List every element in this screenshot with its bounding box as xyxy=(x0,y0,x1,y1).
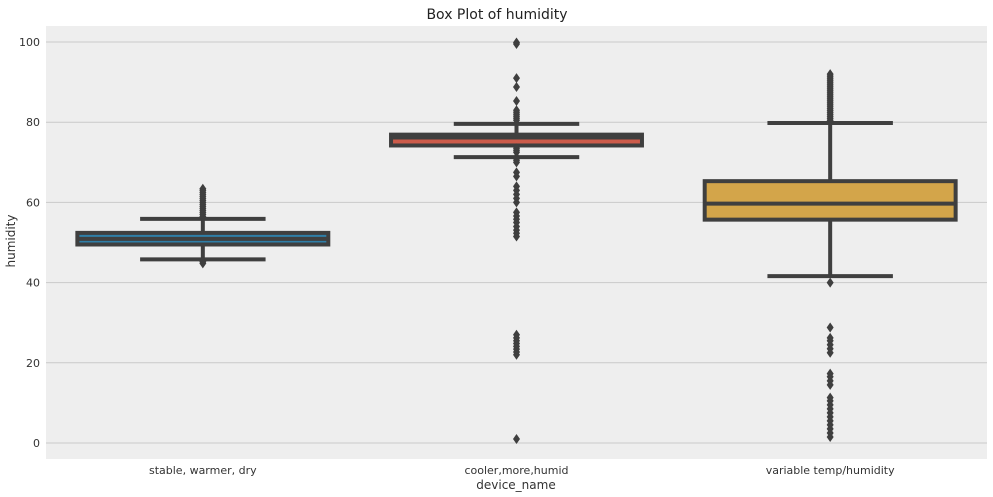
boxes-layer xyxy=(75,37,958,444)
box-iqr xyxy=(702,179,958,222)
y-axis-label: humidity xyxy=(4,215,18,268)
outlier-point xyxy=(513,433,520,444)
y-tick-label: 20 xyxy=(26,357,40,370)
ticks-layer: 0 20 40 60 80 100 stable, warmer, dry cooler,mo… xyxy=(19,36,895,477)
box-group xyxy=(389,37,644,444)
outlier-point xyxy=(513,95,520,106)
outlier-point xyxy=(826,277,834,288)
outlier-point xyxy=(513,153,520,164)
box-group xyxy=(702,69,958,442)
x-axis-label: device_name xyxy=(476,478,555,492)
outlier-point xyxy=(826,392,834,403)
outlier-point xyxy=(513,81,520,92)
y-tick-label: 40 xyxy=(26,277,40,290)
x-tick-label: variable temp/humidity xyxy=(766,464,895,477)
box-group xyxy=(75,183,331,269)
outlier-point xyxy=(513,181,520,192)
outlier-point xyxy=(513,73,520,84)
outlier-point xyxy=(199,256,207,267)
x-tick-label: cooler,more,humid xyxy=(464,464,568,477)
outlier-point xyxy=(513,105,520,116)
y-tick-label: 60 xyxy=(26,196,40,209)
outlier-point xyxy=(513,143,520,154)
outlier-point xyxy=(513,37,520,48)
y-tick-label: 100 xyxy=(19,36,40,49)
outlier-point xyxy=(199,183,207,194)
outlier-point xyxy=(513,167,520,178)
outlier-point xyxy=(513,207,520,218)
outlier-point xyxy=(826,322,834,333)
outlier-point xyxy=(826,69,834,80)
x-tick-label: stable, warmer, dry xyxy=(149,464,257,477)
outlier-point xyxy=(513,329,520,340)
chart-title: Box Plot of humidity xyxy=(426,7,567,23)
y-tick-label: 0 xyxy=(33,437,40,450)
outlier-point xyxy=(826,332,834,343)
outlier-point xyxy=(826,368,834,379)
y-tick-label: 80 xyxy=(26,116,40,129)
